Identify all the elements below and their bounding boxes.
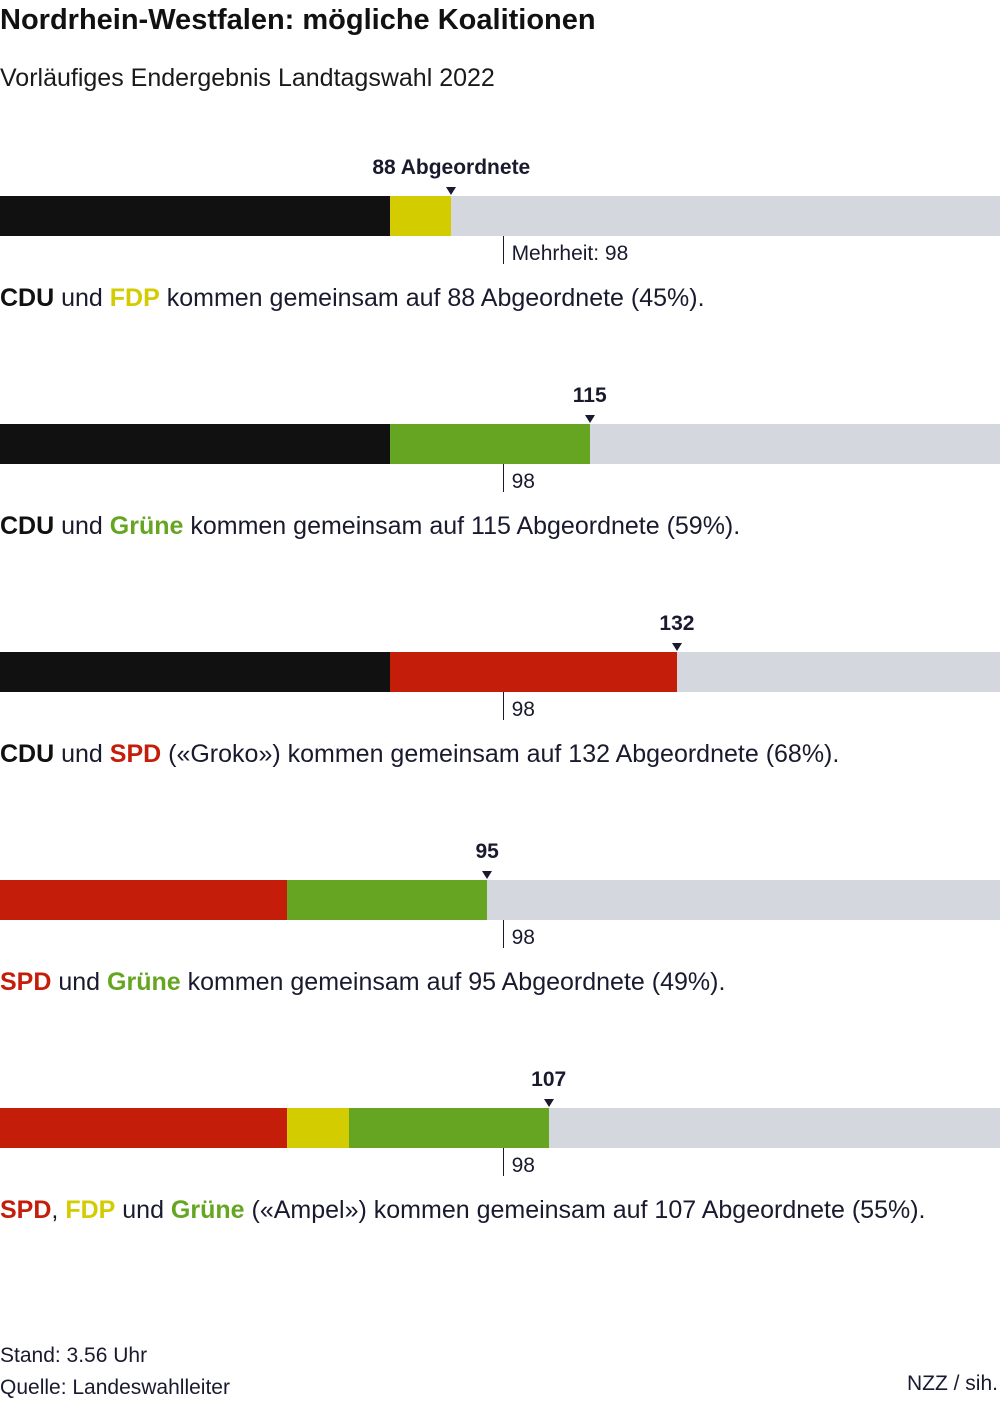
coalition-sentence: CDU und SPD («Groko») kommen gemeinsam a… (0, 738, 960, 770)
coalition-sentence: SPD, FDP und Grüne («Ampel») kommen geme… (0, 1194, 960, 1226)
coalition-sentence: CDU und FDP kommen gemeinsam auf 88 Abge… (0, 282, 960, 314)
footer-credit: NZZ / sih. (906, 1372, 998, 1395)
bar-track (0, 196, 1000, 236)
total-label: 95 (475, 840, 499, 863)
bar-segment-spd (0, 1108, 288, 1148)
party-name-gruene: Grüne (170, 1196, 245, 1224)
majority-line (502, 920, 504, 948)
party-name-fdp: FDP (109, 284, 160, 312)
bar-segment-gruene (348, 1108, 549, 1148)
total-marker-icon (671, 643, 682, 651)
majority-line (502, 236, 504, 264)
sentence-text: und (54, 512, 110, 540)
coalition-sentence: CDU und Grüne kommen gemeinsam auf 115 A… (0, 510, 960, 542)
footer-stand: Stand: 3.56 Uhr (0, 1344, 148, 1367)
chart-subtitle: Vorläufiges Endergebnis Landtagswahl 202… (0, 64, 495, 92)
majority-label: Mehrheit: 98 (511, 242, 629, 265)
coalition-sentence: SPD und Grüne kommen gemeinsam auf 95 Ab… (0, 966, 960, 998)
bar-segment-cdu (0, 196, 390, 236)
bar-segment-fdp (287, 1108, 349, 1148)
majority-line (502, 1148, 504, 1176)
bar-track (0, 880, 1000, 920)
coalition-3: 132 98 CDU und SPD («Groko») kommen gemein… (0, 590, 1000, 790)
party-name-gruene: Grüne (107, 968, 181, 996)
bar-segment-spd (389, 652, 677, 692)
party-name-fdp: FDP (65, 1196, 116, 1224)
coalition-5: 107 98 SPD, FDP und Grüne («Ampel») kommen… (0, 1046, 1000, 1246)
majority-label: 98 (511, 698, 535, 721)
sentence-text: («Ampel») kommen gemeinsam auf 107 Abgeo… (244, 1196, 926, 1224)
bar-track (0, 1108, 1000, 1148)
party-name-gruene: Grüne (109, 512, 184, 540)
party-name-cdu: CDU (0, 284, 55, 312)
total-marker-icon (482, 871, 493, 879)
total-marker-icon (543, 1099, 554, 1107)
party-name-cdu: CDU (0, 740, 55, 768)
party-name-spd: SPD (0, 968, 52, 996)
sentence-text: und (54, 740, 110, 768)
sentence-text: und (115, 1196, 171, 1224)
footer-notes: Stand: 3.56 Uhr Quelle: Landeswahlleiter (0, 1340, 230, 1404)
total-label: 115 (572, 384, 607, 407)
sentence-text: und (54, 284, 110, 312)
majority-label: 98 (511, 470, 535, 493)
bar-segment-cdu (0, 652, 390, 692)
sentence-text: kommen gemeinsam auf 115 Abgeordnete (59… (183, 512, 741, 540)
chart-title: Nordrhein-Westfalen: mögliche Koalitione… (0, 4, 596, 36)
party-name-cdu: CDU (0, 512, 55, 540)
bar-track (0, 424, 1000, 464)
total-marker-icon (584, 415, 595, 423)
bar-segment-fdp (389, 196, 452, 236)
party-name-spd: SPD (0, 1196, 52, 1224)
coalition-2: 115 98 CDU und Grüne kommen gemeinsam auf … (0, 362, 1000, 562)
coalition-4: 95 98 SPD und Grüne kommen gemeinsam auf 9… (0, 818, 1000, 1018)
bar-segment-gruene (287, 880, 488, 920)
sentence-text: , (51, 1196, 66, 1224)
total-marker-icon (446, 187, 457, 195)
total-label: 107 (531, 1068, 567, 1091)
bar-segment-spd (0, 880, 288, 920)
majority-line (502, 464, 504, 492)
sentence-text: kommen gemeinsam auf 88 Abgeordnete (45%… (159, 284, 705, 312)
total-label: 132 (659, 612, 695, 635)
sentence-text: kommen gemeinsam auf 95 Abgeordnete (49%… (180, 968, 726, 996)
bar-track (0, 652, 1000, 692)
majority-label: 98 (511, 926, 535, 949)
bar-segment-gruene (389, 424, 590, 464)
coalition-1: 88 Abgeordnete Mehrheit: 98 CDU und FDP ko… (0, 134, 1000, 334)
total-label: 88 Abgeordnete (372, 156, 531, 179)
sentence-text: («Groko») kommen gemeinsam auf 132 Abgeo… (161, 740, 840, 768)
footer-source: Quelle: Landeswahlleiter (0, 1376, 230, 1399)
sentence-text: und (51, 968, 108, 996)
majority-label: 98 (511, 1154, 535, 1177)
majority-line (502, 692, 504, 720)
party-name-spd: SPD (109, 740, 162, 768)
bar-segment-cdu (0, 424, 390, 464)
